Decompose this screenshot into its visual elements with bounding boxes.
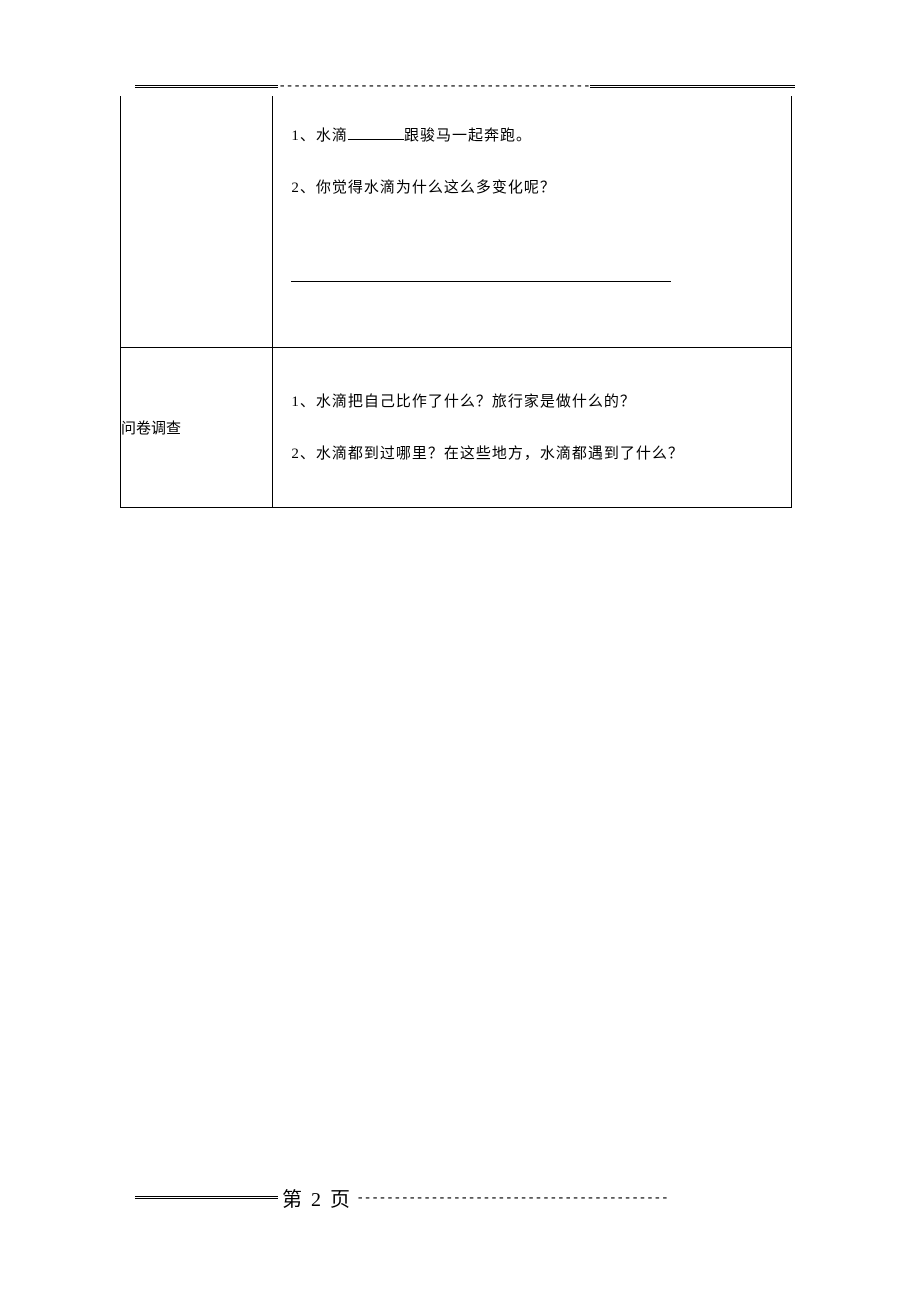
header-dashes: ----------------------------------------… [278, 78, 590, 94]
row2-content-cell: 1、水滴把自己比作了什么？旅行家是做什么的？ 2、水滴都到过哪里？在这些地方，水… [273, 348, 792, 508]
page-header-rule: ----------------------------------------… [135, 78, 795, 94]
table-row: 1、水滴 跟骏马一起奔跑。 2、你觉得水滴为什么这么多变化呢？ [121, 96, 792, 348]
page-footer-rule: 第 2 页 ----------------------------------… [135, 1183, 795, 1212]
question-1: 1、水滴 跟骏马一起奔跑。 [291, 124, 773, 148]
content-table: 1、水滴 跟骏马一起奔跑。 2、你觉得水滴为什么这么多变化呢？ 问卷调查 1、水滴… [120, 96, 792, 508]
page-number-label: 第 2 页 [278, 1183, 356, 1212]
row2-label-cell: 问卷调查 [121, 348, 273, 508]
row1-content-cell: 1、水滴 跟骏马一起奔跑。 2、你觉得水滴为什么这么多变化呢？ [273, 96, 792, 348]
footer-left-line [135, 1196, 278, 1199]
question-2: 2、水滴都到过哪里？在这些地方，水滴都遇到了什么？ [291, 442, 773, 466]
answer-line-wrapper [291, 228, 773, 287]
header-left-line [135, 85, 278, 88]
fill-blank [348, 124, 404, 140]
q1-prefix: 1、水滴 [291, 128, 348, 144]
table-row: 问卷调查 1、水滴把自己比作了什么？旅行家是做什么的？ 2、水滴都到过哪里？在这… [121, 348, 792, 508]
row1-label-cell [121, 96, 273, 348]
header-right-line [590, 85, 795, 88]
question-2: 2、你觉得水滴为什么这么多变化呢？ [291, 176, 773, 200]
answer-blank-line [291, 264, 671, 282]
q1-suffix: 跟骏马一起奔跑。 [404, 128, 532, 144]
footer-dashes: ----------------------------------------… [356, 1190, 668, 1206]
question-1: 1、水滴把自己比作了什么？旅行家是做什么的？ [291, 390, 773, 414]
